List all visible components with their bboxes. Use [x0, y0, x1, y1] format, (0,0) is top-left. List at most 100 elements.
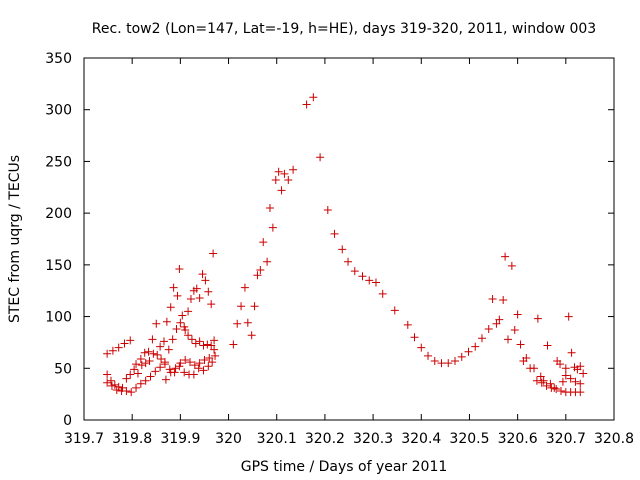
data-point	[259, 238, 268, 247]
data-point	[195, 359, 204, 368]
data-point	[103, 378, 112, 387]
data-point	[141, 376, 150, 385]
data-point	[175, 264, 184, 273]
data-point	[103, 370, 112, 379]
x-tick-label: 320.3	[353, 431, 393, 447]
data-point	[250, 302, 259, 311]
data-point	[561, 364, 570, 373]
data-point	[148, 335, 157, 344]
data-point	[166, 368, 175, 377]
data-point	[159, 337, 168, 346]
data-point	[532, 376, 541, 385]
data-point	[137, 361, 146, 370]
data-point	[146, 372, 155, 381]
data-point	[107, 381, 116, 390]
data-point	[522, 353, 531, 362]
data-point	[130, 365, 139, 374]
data-point	[207, 341, 216, 350]
data-point	[112, 386, 121, 395]
data-point	[537, 378, 546, 387]
data-point	[152, 319, 161, 328]
data-point	[114, 343, 123, 352]
data-point	[192, 284, 201, 293]
data-point	[344, 257, 353, 266]
data-point	[180, 368, 189, 377]
chart-title: Rec. tow2 (Lon=147, Lat=-19, h=HE), days…	[92, 21, 596, 37]
data-point	[302, 100, 311, 109]
x-axis: 319.7 319.8 319.9 320 320.1 320.2 320.3 320.4 32…	[64, 58, 634, 447]
data-point	[180, 322, 189, 331]
y-tick-label: 250	[45, 154, 72, 170]
data-point	[108, 346, 117, 355]
data-point	[546, 379, 555, 388]
data-point	[191, 339, 200, 348]
y-axis: 0 50 100 150 200 250 300 350	[45, 51, 614, 429]
data-point	[189, 370, 198, 379]
x-tick-label: 320.2	[305, 431, 345, 447]
data-point	[126, 370, 135, 379]
data-point	[539, 376, 548, 385]
data-point	[243, 318, 252, 327]
data-point	[533, 314, 542, 323]
data-point	[501, 252, 510, 261]
data-point	[169, 283, 178, 292]
data-point	[198, 270, 207, 279]
data-point	[530, 364, 539, 373]
data-point	[552, 384, 561, 393]
data-point	[284, 176, 293, 185]
data-point	[199, 341, 208, 350]
data-point	[437, 359, 446, 368]
x-tick-label: 320.6	[498, 431, 538, 447]
x-axis-label: GPS time / Days of year 2011	[241, 459, 448, 475]
data-point	[209, 249, 218, 258]
data-point	[424, 351, 433, 360]
data-point	[561, 371, 570, 380]
y-axis-label: STEC from uqrg / TECUs	[7, 155, 23, 323]
data-point	[457, 352, 466, 361]
y-tick-label: 300	[45, 103, 72, 119]
data-point	[323, 206, 332, 215]
data-point	[237, 302, 246, 311]
y-tick-label: 0	[63, 413, 72, 429]
data-point	[263, 257, 272, 266]
data-point	[181, 356, 190, 365]
data-point	[203, 340, 212, 349]
data-point	[256, 266, 265, 275]
data-point	[127, 388, 136, 397]
data-point	[576, 362, 585, 371]
x-tick-label: 320.1	[257, 431, 297, 447]
data-point	[464, 347, 473, 356]
data-point	[186, 294, 195, 303]
data-point	[417, 343, 426, 352]
data-point	[201, 276, 210, 285]
data-point	[280, 169, 289, 178]
data-point	[543, 341, 552, 350]
data-point	[451, 357, 459, 366]
data-point	[204, 362, 213, 371]
data-point	[136, 354, 145, 363]
data-point	[205, 353, 214, 362]
data-point	[309, 93, 318, 102]
data-point	[141, 359, 150, 368]
plot-frame	[83, 57, 615, 421]
data-point	[156, 363, 165, 372]
x-tick-label: 319.8	[112, 431, 152, 447]
data-point	[103, 349, 112, 358]
data-point	[576, 379, 585, 388]
data-point	[149, 349, 158, 358]
data-point	[195, 337, 204, 346]
data-point	[247, 331, 256, 340]
data-point	[277, 186, 286, 195]
data-point	[168, 335, 177, 344]
data-point	[330, 229, 339, 238]
data-point	[178, 311, 187, 320]
data-point	[510, 326, 519, 335]
data-point	[536, 372, 545, 381]
data-point	[507, 261, 516, 270]
data-point	[122, 374, 131, 383]
data-point	[365, 276, 374, 285]
data-point	[513, 310, 522, 319]
data-point	[145, 357, 154, 366]
data-point	[161, 375, 170, 384]
data-point	[547, 383, 556, 392]
